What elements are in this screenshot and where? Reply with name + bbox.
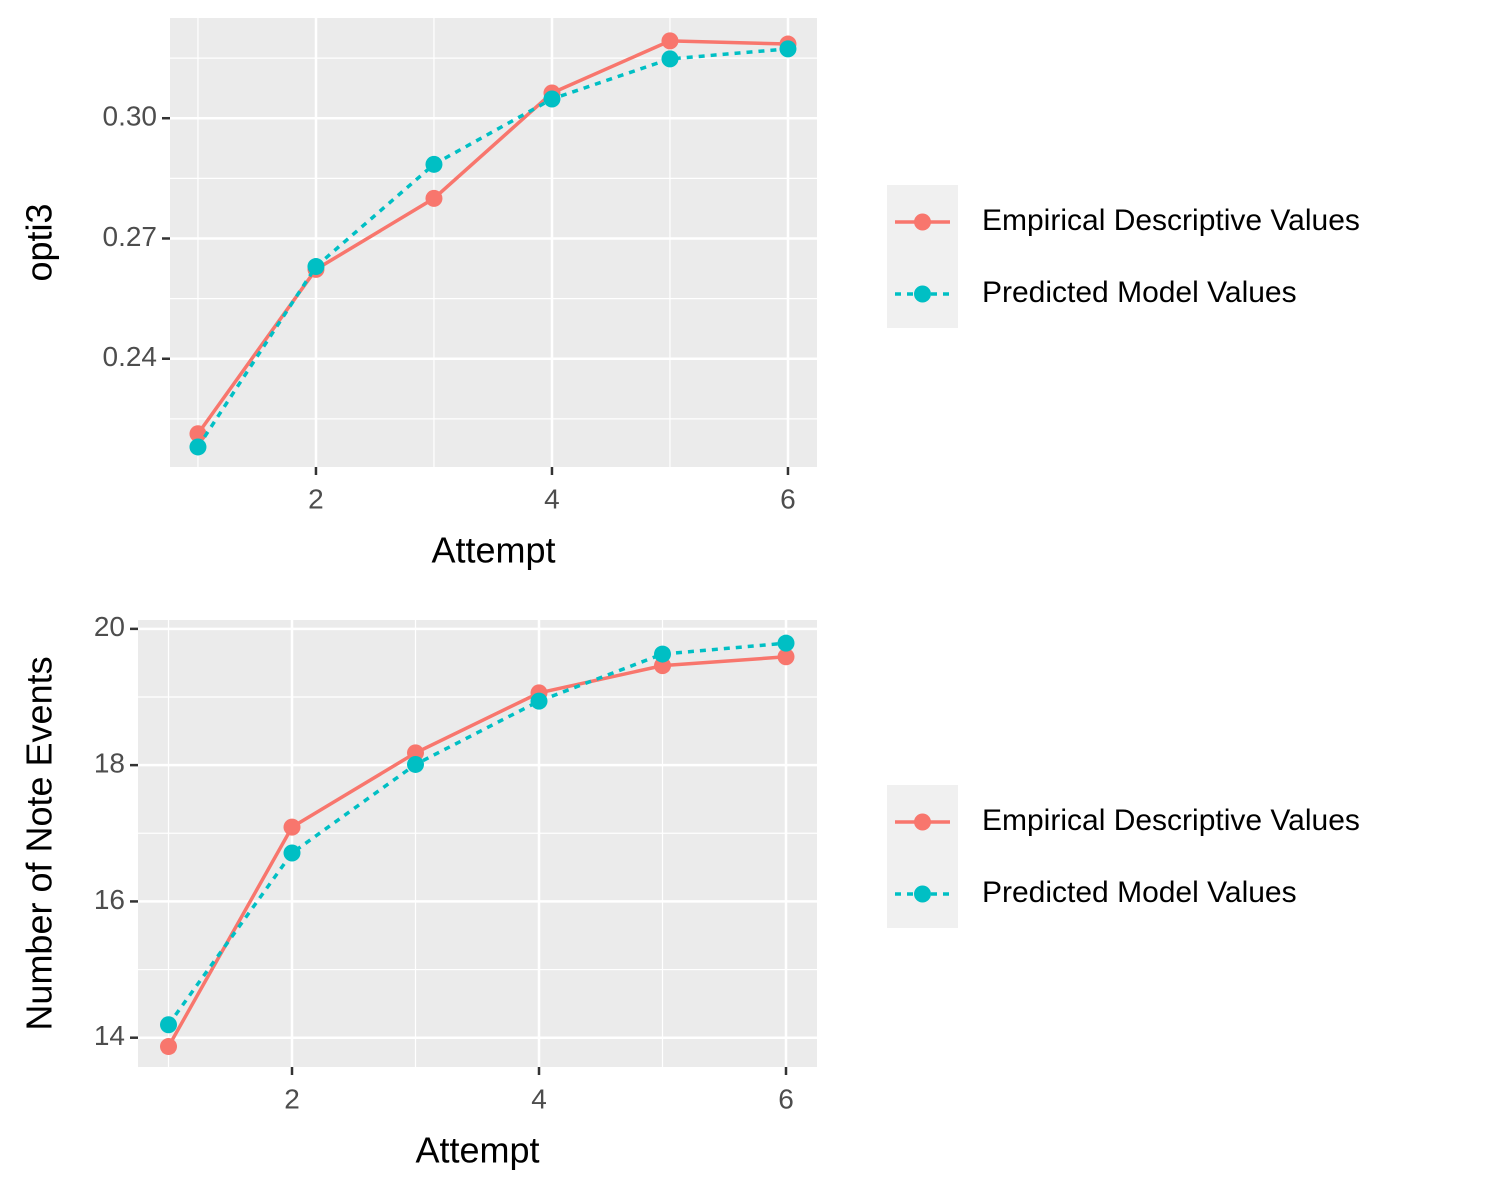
data-point — [779, 40, 797, 58]
data-point — [189, 438, 207, 456]
y-tick-label: 0.27 — [103, 221, 158, 252]
data-point — [407, 755, 425, 773]
series-line — [196, 47, 789, 448]
data-point — [189, 425, 207, 443]
data-point — [777, 648, 795, 666]
data-point — [777, 634, 795, 652]
series-line — [166, 655, 787, 1048]
y-tick-label: 0.24 — [103, 341, 158, 372]
x-axis-title: Attempt — [415, 1130, 539, 1171]
data-point — [530, 692, 548, 710]
legend-box — [887, 785, 958, 928]
x-tick-label: 2 — [284, 1083, 300, 1114]
plot-panel — [170, 18, 817, 467]
data-point — [425, 155, 443, 173]
y-tick-label: 14 — [94, 1020, 125, 1051]
plot-panel — [138, 620, 817, 1067]
y-axis-title: opti3 — [19, 203, 60, 281]
data-point — [661, 50, 679, 68]
legend-key-point — [914, 813, 931, 831]
x-tick-label: 6 — [778, 1083, 794, 1114]
y-tick-label: 16 — [94, 884, 125, 915]
legend-key-point — [914, 285, 931, 303]
y-tick-label: 20 — [94, 611, 125, 642]
y-axis-title: Number of Note Events — [19, 656, 60, 1030]
data-point — [543, 90, 561, 108]
data-point — [160, 1016, 178, 1034]
data-point — [654, 645, 672, 663]
series-line — [167, 641, 787, 1026]
data-point — [425, 189, 443, 207]
x-tick-label: 6 — [780, 483, 796, 514]
data-point — [283, 844, 301, 862]
series-line — [196, 39, 789, 435]
legend-label: Empirical Descriptive Values — [982, 804, 1360, 837]
data-point — [160, 1038, 178, 1056]
x-tick-label: 4 — [531, 1083, 547, 1114]
x-axis-title: Attempt — [431, 530, 555, 571]
x-tick-label: 4 — [544, 483, 560, 514]
legend-key-point — [914, 885, 931, 903]
x-tick-label: 2 — [308, 483, 324, 514]
data-point — [307, 258, 325, 276]
y-tick-label: 18 — [94, 748, 125, 779]
legend-label: Predicted Model Values — [982, 276, 1297, 309]
y-tick-label: 0.30 — [103, 101, 158, 132]
data-point — [661, 32, 679, 50]
legend-box — [887, 185, 958, 328]
legend-label: Empirical Descriptive Values — [982, 204, 1360, 237]
legend-key-point — [914, 213, 931, 231]
data-point — [283, 818, 301, 836]
legend-label: Predicted Model Values — [982, 876, 1297, 909]
